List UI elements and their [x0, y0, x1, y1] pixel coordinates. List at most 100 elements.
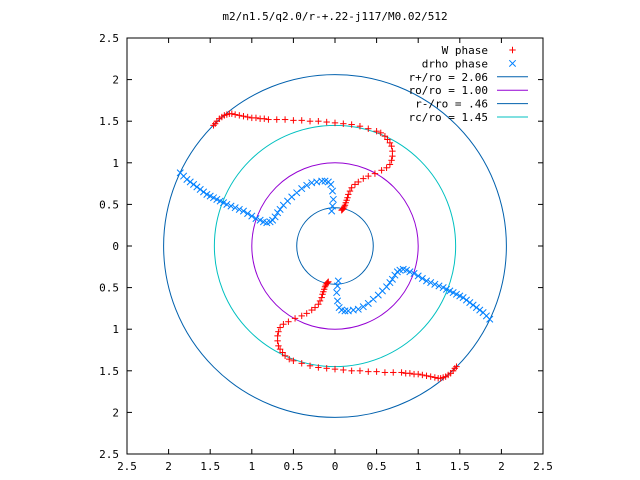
w-phase-point — [378, 167, 385, 174]
w-phase-point — [315, 364, 322, 371]
w-phase-point — [339, 206, 346, 213]
w-phase-point — [275, 342, 282, 350]
legend-label: drho phase — [422, 57, 488, 70]
y-tick-label: 2.5 — [99, 448, 119, 461]
drho-phase-point — [469, 301, 477, 309]
w-phase-point — [290, 117, 297, 124]
w-phase-point — [276, 324, 284, 331]
x-tick-label: 1.5 — [200, 460, 220, 473]
w-phase-point — [386, 139, 394, 147]
drho-phase-point — [293, 189, 301, 197]
w-phase-point — [338, 207, 345, 214]
drho-phase-point — [239, 207, 248, 215]
drho-phase-point — [288, 193, 296, 201]
drho-phase-point — [462, 296, 471, 304]
reference-circle — [163, 74, 507, 418]
drho-phase-point — [479, 309, 487, 317]
x-tick-label: 2.5 — [533, 460, 553, 473]
y-tick-label: 2 — [112, 406, 119, 419]
x-tick-label: 0.5 — [367, 460, 387, 473]
w-phase-point — [323, 118, 330, 126]
drho-phase-point — [418, 274, 426, 283]
w-phase-point — [388, 157, 395, 164]
w-phase-point — [281, 352, 289, 360]
drho-phase-point — [442, 285, 451, 293]
w-phase-point — [365, 125, 372, 132]
drho-phase-point — [435, 282, 443, 290]
legend-label: r-/ro = .46 — [415, 98, 488, 111]
legend-marker-sample — [508, 59, 517, 67]
drho-phase-point — [199, 188, 208, 196]
x-tick-label: 1.5 — [450, 460, 470, 473]
w-phase-point — [427, 373, 434, 380]
y-tick-label: 2.5 — [99, 32, 119, 45]
w-phase-point — [285, 318, 292, 325]
w-phase-point — [373, 368, 380, 375]
w-phase-point — [315, 301, 322, 308]
y-tick-label: 1.5 — [99, 115, 119, 128]
drho-phase-point — [422, 277, 431, 285]
drho-phase-point — [190, 180, 198, 188]
x-tick-label: 1 — [415, 460, 422, 473]
x-tick-label: 2.5 — [117, 460, 137, 473]
drho-phase-point — [427, 279, 435, 287]
drho-phase-point — [466, 299, 474, 307]
y-tick-label: 1 — [112, 157, 119, 170]
w-phase-point — [308, 306, 315, 314]
w-phase-point — [360, 175, 367, 182]
w-phase-point — [371, 170, 379, 177]
drho-phase-point — [472, 304, 480, 312]
drho-phase-point — [328, 187, 337, 195]
drho-phase-point — [276, 205, 284, 213]
drho-phase-point — [271, 213, 279, 221]
w-phase-point — [386, 161, 394, 168]
reference-circle — [296, 207, 374, 285]
drho-phase-point — [431, 280, 439, 288]
drho-phase-point — [391, 271, 399, 279]
w-phase-point — [281, 116, 289, 123]
drho-phase-point — [252, 214, 260, 223]
w-phase-point — [340, 366, 347, 374]
drho-phase-point — [216, 197, 224, 205]
drho-phase-point — [203, 190, 211, 198]
legend-marker-sample — [509, 46, 516, 54]
w-phase-point — [290, 357, 297, 365]
drho-phase-point — [206, 192, 214, 200]
w-phase-point — [390, 369, 397, 376]
w-phase-point — [389, 152, 396, 160]
w-phase-point — [331, 119, 339, 127]
w-phase-point — [365, 172, 372, 180]
w-phase-point — [231, 111, 239, 118]
drho-phase-point — [374, 291, 382, 299]
chart-title: m2/n1.5/q2.0/r-+.22-j117/M0.02/512 — [222, 10, 447, 23]
w-phase-point — [377, 129, 384, 137]
w-phase-point — [265, 116, 272, 123]
x-axis: 2.5 2 1.5 1 0.5 0 0.5 1 1.5 2 2.5 — [117, 38, 553, 473]
y-tick-label: 2 — [112, 74, 119, 87]
y-tick-label: 0.5 — [99, 282, 119, 295]
x-tick-label: 2 — [498, 460, 505, 473]
drho-phase-point — [256, 216, 264, 224]
drho-phase-point — [219, 199, 228, 207]
drho-phase-point — [333, 297, 342, 305]
reference-circle — [213, 124, 457, 368]
w-phase-point — [298, 312, 305, 320]
w-phase-point — [323, 365, 330, 372]
data-points — [176, 110, 494, 382]
drho-phase-point — [223, 200, 231, 208]
w-phase-point — [306, 118, 314, 125]
drho-phase-point — [248, 212, 256, 220]
w-phase-point — [381, 369, 389, 376]
w-phase-point — [236, 112, 243, 119]
w-phase-point — [280, 321, 287, 328]
w-phase-point — [365, 368, 372, 375]
w-phase-point — [434, 375, 442, 382]
w-phase-point — [324, 279, 331, 286]
w-phase-point — [410, 370, 418, 378]
drho-phase-point — [327, 180, 335, 188]
w-phase-point — [228, 110, 236, 117]
drho-phase-point — [449, 289, 457, 297]
w-phase-point — [348, 121, 355, 128]
